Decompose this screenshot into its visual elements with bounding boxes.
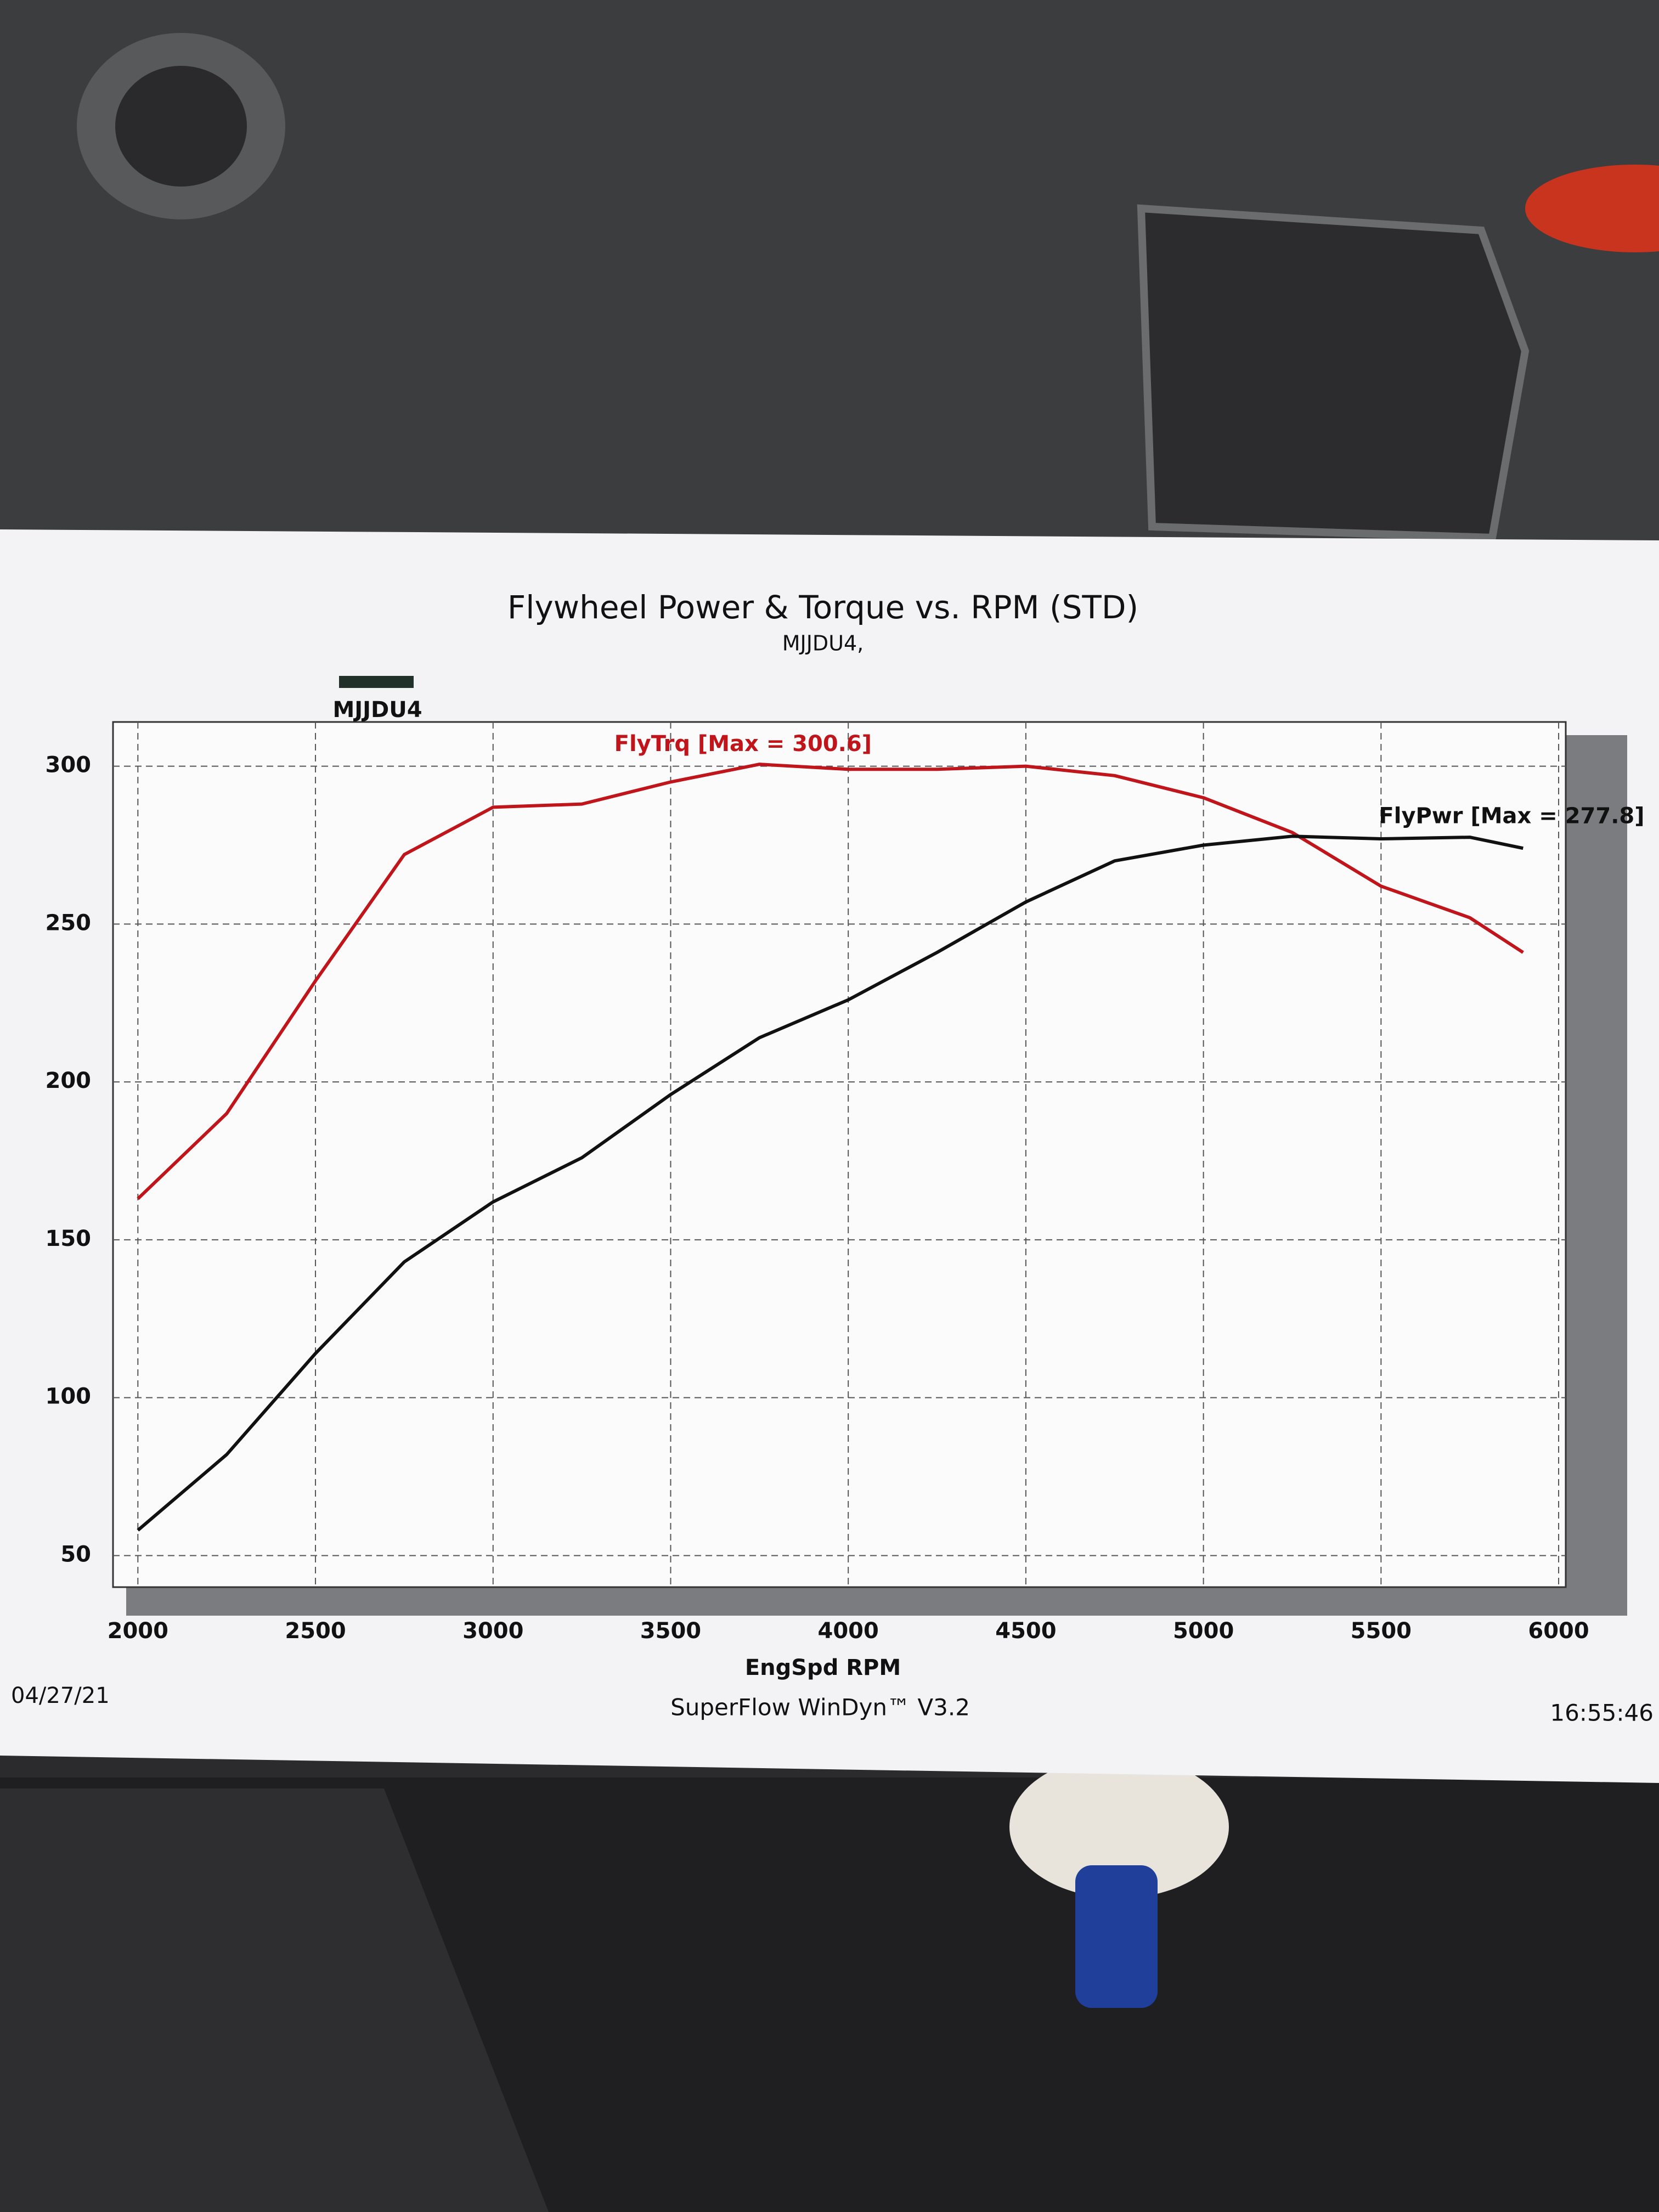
- y-tick-label: 100: [46, 1384, 92, 1409]
- x-tick-label: 4500: [995, 1618, 1056, 1644]
- x-tick-label: 5000: [1173, 1618, 1234, 1644]
- x-axis-label: EngSpd RPM: [745, 1655, 901, 1680]
- series-line: [137, 763, 1524, 1200]
- gear-knob: [1009, 1756, 1229, 1898]
- hazard-button: [1525, 165, 1659, 252]
- legend-label: MJJDU4: [332, 697, 422, 723]
- y-tick-label: 150: [46, 1226, 92, 1251]
- air-vent-inner: [115, 66, 247, 187]
- x-tick-label: 6000: [1528, 1618, 1589, 1644]
- seat: [0, 1788, 549, 2212]
- footer: SuperFlow WinDyn™ V3.2: [670, 1694, 970, 1721]
- series-line: [137, 834, 1523, 1532]
- chart-subtitle: MJJDU4,: [782, 631, 864, 656]
- y-tick-label: 300: [46, 753, 92, 778]
- center-vent: [1137, 204, 1530, 542]
- y-tick-label: 250: [46, 910, 92, 935]
- x-tick-label: 3000: [462, 1618, 523, 1644]
- series-label: FlyPwr [Max = 277.8]: [1379, 803, 1644, 828]
- chart-title: Flywheel Power & Torque vs. RPM (STD): [507, 589, 1138, 626]
- time: 16:55:46: [1550, 1700, 1654, 1726]
- date: 04/27/21: [11, 1683, 110, 1708]
- x-tick-label: 2000: [108, 1618, 168, 1644]
- x-tick-label: 5500: [1351, 1618, 1412, 1644]
- series-label: FlyTrq [Max = 300.6]: [614, 731, 872, 757]
- x-tick-label: 2500: [285, 1618, 346, 1644]
- plot-area: [112, 721, 1567, 1588]
- x-tick-label: 4000: [818, 1618, 879, 1644]
- y-tick-label: 200: [46, 1068, 92, 1093]
- x-tick-label: 3500: [640, 1618, 701, 1644]
- y-tick-label: 50: [60, 1542, 91, 1567]
- legend-swatch: [339, 676, 414, 688]
- gear-boot-ring: [1075, 1865, 1158, 2008]
